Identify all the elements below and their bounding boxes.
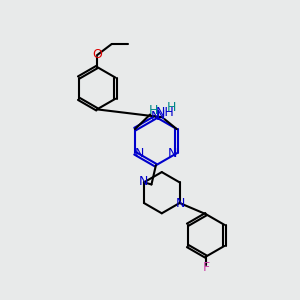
Text: H: H	[167, 101, 176, 114]
Text: N: N	[168, 147, 177, 160]
Text: N: N	[139, 175, 148, 188]
Text: N: N	[134, 147, 144, 160]
Text: H: H	[148, 104, 158, 117]
Text: N: N	[156, 109, 165, 122]
Text: NH: NH	[156, 106, 174, 119]
Text: N: N	[176, 197, 185, 210]
Text: O: O	[92, 47, 102, 61]
Text: N: N	[151, 110, 160, 123]
Text: F: F	[202, 261, 209, 274]
